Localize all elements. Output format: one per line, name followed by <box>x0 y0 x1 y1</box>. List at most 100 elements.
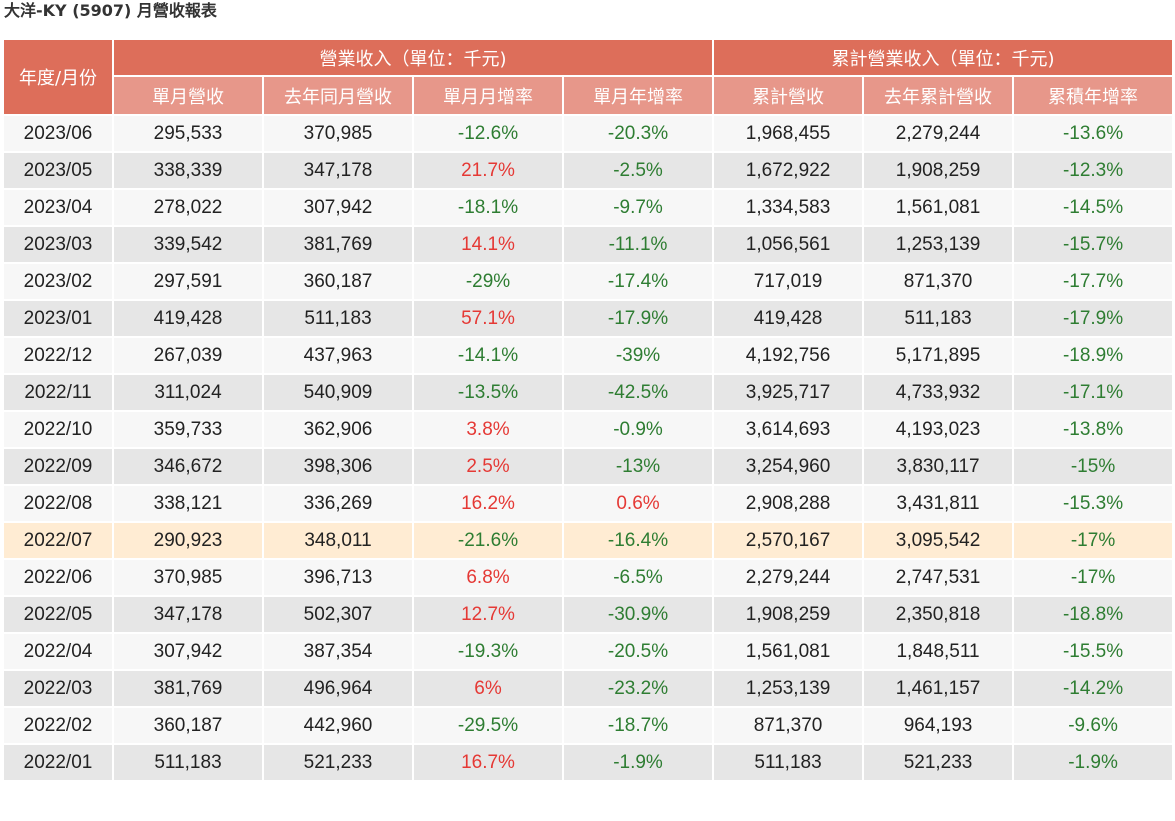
cell-last-year-cumulative: 1,908,259 <box>862 151 1015 190</box>
table-row: 2023/05 338,339 347,178 21.7% -2.5% 1,672,922… <box>2 151 1175 190</box>
cell-monthly-revenue: 267,039 <box>112 336 264 375</box>
table-row: 2022/04 307,942 387,354 -19.3% -20.5% 1,561,0… <box>2 632 1175 671</box>
table-row: 2023/01 419,428 511,183 57.1% -17.9% 419,428 5… <box>2 299 1175 338</box>
header-mom-growth: 單月月增率 <box>412 75 564 116</box>
cell-mom-growth: 6% <box>412 669 564 708</box>
cell-mom-growth: -19.3% <box>412 632 564 671</box>
cell-mom-growth: 16.7% <box>412 743 564 782</box>
cell-cumulative-yoy: -18.9% <box>1012 336 1175 375</box>
table-row: 2022/08 338,121 336,269 16.2% 0.6% 2,908,288 3… <box>2 484 1175 523</box>
cell-period: 2022/12 <box>2 336 114 375</box>
page-title: 大洋-KY (5907) 月營收報表 <box>4 1 217 20</box>
cell-yoy-growth: -0.9% <box>561 410 715 449</box>
cell-period: 2023/01 <box>2 299 114 338</box>
cell-yoy-growth: -13% <box>561 447 715 486</box>
cell-cumulative-yoy: -13.6% <box>1012 114 1175 153</box>
cell-last-year-monthly: 502,307 <box>262 595 414 634</box>
cell-yoy-growth: -18.7% <box>561 706 715 745</box>
cell-mom-growth: 14.1% <box>412 225 564 264</box>
table-row: 2022/11 311,024 540,909 -13.5% -42.5% 3,925,7… <box>2 373 1175 412</box>
cell-period: 2023/05 <box>2 151 114 190</box>
cell-last-year-cumulative: 2,350,818 <box>862 595 1015 634</box>
cell-last-year-cumulative: 3,095,542 <box>862 521 1015 560</box>
cell-last-year-monthly: 496,964 <box>262 669 414 708</box>
header-group-cumulative: 累計營業收入（單位：千元) <box>712 38 1175 77</box>
cell-yoy-growth: -9.7% <box>561 188 715 227</box>
cell-cumulative-yoy: -15% <box>1012 447 1175 486</box>
header-cumulative-yoy: 累積年增率 <box>1012 75 1175 116</box>
cell-cumulative-yoy: -17.7% <box>1012 262 1175 301</box>
cell-mom-growth: -21.6% <box>412 521 564 560</box>
cell-period: 2022/02 <box>2 706 114 745</box>
table-row: 2023/03 339,542 381,769 14.1% -11.1% 1,056,56… <box>2 225 1175 264</box>
cell-cumulative-revenue: 1,253,139 <box>712 669 865 708</box>
header-last-year-cumulative: 去年累計營收 <box>862 75 1015 116</box>
cell-last-year-monthly: 370,985 <box>262 114 414 153</box>
cell-last-year-monthly: 437,963 <box>262 336 414 375</box>
cell-last-year-monthly: 511,183 <box>262 299 414 338</box>
cell-yoy-growth: -11.1% <box>561 225 715 264</box>
cell-last-year-monthly: 307,942 <box>262 188 414 227</box>
cell-last-year-cumulative: 2,279,244 <box>862 114 1015 153</box>
cell-mom-growth: 12.7% <box>412 595 564 634</box>
header-last-year-monthly: 去年同月營收 <box>262 75 414 116</box>
cell-cumulative-yoy: -9.6% <box>1012 706 1175 745</box>
cell-last-year-cumulative: 871,370 <box>862 262 1015 301</box>
cell-period: 2022/11 <box>2 373 114 412</box>
cell-cumulative-revenue: 871,370 <box>712 706 865 745</box>
cell-period: 2023/03 <box>2 225 114 264</box>
cell-yoy-growth: -17.9% <box>561 299 715 338</box>
cell-last-year-monthly: 540,909 <box>262 373 414 412</box>
cell-last-year-monthly: 336,269 <box>262 484 414 523</box>
table-row: 2022/12 267,039 437,963 -14.1% -39% 4,192,756… <box>2 336 1175 375</box>
cell-last-year-cumulative: 5,171,895 <box>862 336 1015 375</box>
cell-mom-growth: 21.7% <box>412 151 564 190</box>
cell-yoy-growth: -23.2% <box>561 669 715 708</box>
cell-mom-growth: 6.8% <box>412 558 564 597</box>
cell-mom-growth: 2.5% <box>412 447 564 486</box>
header-group-revenue: 營業收入（單位：千元) <box>111 38 715 77</box>
cell-cumulative-revenue: 1,908,259 <box>712 595 865 634</box>
cell-last-year-monthly: 348,011 <box>262 521 414 560</box>
table-row: 2022/07 290,923 348,011 -21.6% -16.4% 2,570,1… <box>2 521 1175 560</box>
cell-monthly-revenue: 338,339 <box>112 151 264 190</box>
cell-cumulative-revenue: 1,056,561 <box>712 225 865 264</box>
cell-last-year-cumulative: 3,431,811 <box>862 484 1015 523</box>
cell-yoy-growth: -1.9% <box>561 743 715 782</box>
header-period: 年度/月份 <box>2 38 114 116</box>
cell-last-year-monthly: 521,233 <box>262 743 414 782</box>
header-yoy-growth: 單月年增率 <box>561 75 715 116</box>
cell-monthly-revenue: 295,533 <box>112 114 264 153</box>
cell-monthly-revenue: 307,942 <box>112 632 264 671</box>
table-row: 2023/06 295,533 370,985 -12.6% -20.3% 1,968,4… <box>2 114 1175 153</box>
cell-last-year-cumulative: 3,830,117 <box>862 447 1015 486</box>
table-row: 2022/03 381,769 496,964 6% -23.2% 1,253,139 1,… <box>2 669 1175 708</box>
cell-cumulative-yoy: -17.9% <box>1012 299 1175 338</box>
cell-cumulative-revenue: 2,908,288 <box>712 484 865 523</box>
cell-last-year-cumulative: 1,848,511 <box>862 632 1015 671</box>
cell-cumulative-yoy: -15.7% <box>1012 225 1175 264</box>
cell-period: 2023/02 <box>2 262 114 301</box>
cell-yoy-growth: -6.5% <box>561 558 715 597</box>
cell-yoy-growth: -42.5% <box>561 373 715 412</box>
cell-cumulative-revenue: 3,254,960 <box>712 447 865 486</box>
cell-monthly-revenue: 359,733 <box>112 410 264 449</box>
table-row: 2023/04 278,022 307,942 -18.1% -9.7% 1,334,58… <box>2 188 1175 227</box>
cell-last-year-monthly: 347,178 <box>262 151 414 190</box>
cell-period: 2022/10 <box>2 410 114 449</box>
cell-yoy-growth: 0.6% <box>561 484 715 523</box>
cell-mom-growth: 16.2% <box>412 484 564 523</box>
cell-last-year-monthly: 442,960 <box>262 706 414 745</box>
cell-monthly-revenue: 370,985 <box>112 558 264 597</box>
cell-yoy-growth: -20.3% <box>561 114 715 153</box>
cell-cumulative-revenue: 3,925,717 <box>712 373 865 412</box>
cell-period: 2022/09 <box>2 447 114 486</box>
cell-last-year-cumulative: 964,193 <box>862 706 1015 745</box>
cell-period: 2022/03 <box>2 669 114 708</box>
cell-mom-growth: -29.5% <box>412 706 564 745</box>
cell-cumulative-yoy: -14.5% <box>1012 188 1175 227</box>
cell-last-year-cumulative: 521,233 <box>862 743 1015 782</box>
cell-period: 2022/08 <box>2 484 114 523</box>
cell-last-year-monthly: 398,306 <box>262 447 414 486</box>
table-row: 2022/10 359,733 362,906 3.8% -0.9% 3,614,693 4… <box>2 410 1175 449</box>
